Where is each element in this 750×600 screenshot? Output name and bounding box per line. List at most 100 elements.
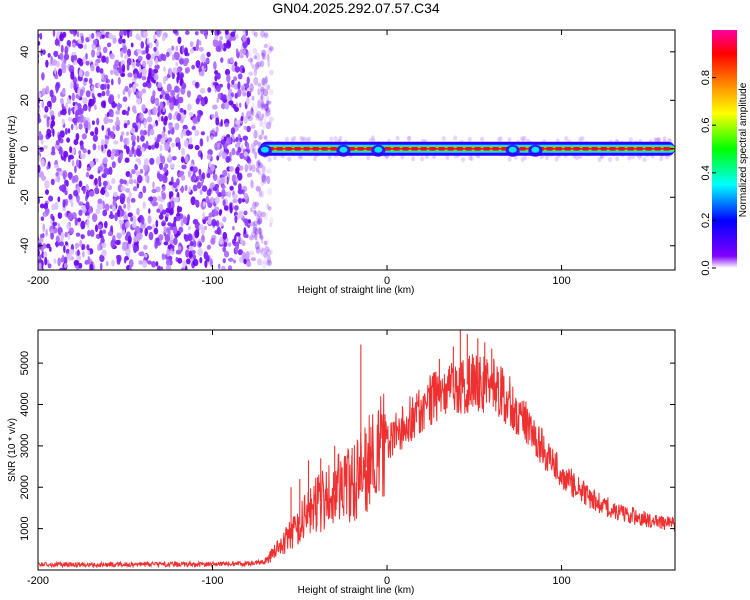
spectrogram-noise-cell [65,102,68,109]
spectrogram-noise-cell [40,48,43,57]
spectrogram-noise-cell [196,181,202,189]
spectrogram-noise-cell [125,171,131,177]
spectrogram-noise-cell [202,201,206,207]
spectrogram-x-tick-label: -200 [27,275,49,287]
spectrogram-noise-cell [123,215,129,220]
spectrogram-noise-cell [221,188,226,196]
spectrogram-halo-cell [468,155,473,161]
spectrogram-noise-cell [266,53,270,62]
colorbar-tick-label: 0.2 [700,213,712,228]
spectrogram-noise-cell [116,232,122,239]
spectrogram-noise-cell [256,110,262,118]
snr-y-tick-label: 4000 [19,392,31,416]
spectrogram-noise-cell [98,203,104,210]
spectrogram-noise-cell [194,229,200,239]
spectrogram-noise-cell [254,210,257,217]
spectrogram-noise-cell [259,189,262,198]
spectrogram-noise-cell [124,157,130,163]
spectrogram-noise-cell [131,215,137,224]
spectrogram-noise-cell [268,206,272,211]
spectrogram-noise-cell [177,257,183,264]
spectrogram-noise-cell [109,131,115,138]
spectrogram-noise-cell [140,112,144,121]
spectrogram-peak-cell [645,146,652,151]
spectrogram-noise-cell [234,61,238,67]
spectrogram-noise-cell [101,242,107,248]
spectrogram-noise-cell [172,67,178,74]
spectrogram-noise-cell [259,133,265,140]
spectrogram-noise-cell [243,151,249,157]
spectrogram-noise-cell [123,179,127,185]
spectrogram-noise-cell [175,188,178,193]
spectrogram-noise-cell [187,143,194,150]
spectrogram-noise-cell [172,182,178,189]
spectrogram-noise-cell [90,85,94,90]
spectrogram-noise-cell [104,221,108,229]
colorbar-ticks: 0.0 0.2 0.4 0.6 0.8 [700,70,716,276]
spectrogram-noise-cell [222,199,226,207]
spectrogram-noise-cell [215,117,220,126]
spectrogram-noise-cell [130,216,134,222]
spectrogram-halo-cell [523,155,528,161]
spectrogram-noise-cell [194,81,200,89]
spectrogram-x-tick-label: -100 [202,275,224,287]
spectrogram-noise-cell [127,72,133,78]
spectrogram-noise-cell [187,170,191,178]
spectrogram-halo-cell [395,135,400,141]
spectrogram-noise-cell [56,167,62,172]
spectrogram-noise-cell [169,102,175,111]
spectrogram-noise-cell [261,113,265,118]
spectrogram-noise-cell [184,67,191,73]
spectrogram-noise-cell [256,210,262,218]
spectrogram-noise-cell [97,224,103,230]
spectrogram-noise-cell [136,207,140,216]
spectrogram-noise-cell [208,212,213,218]
spectrogram-noise-cell [45,59,49,68]
spectrogram-noise-cell [258,134,263,140]
spectrogram-noise-cell [64,46,69,55]
spectrogram-noise-cell [148,67,153,76]
spectrogram-noise-cell [116,254,122,263]
spectrogram-noise-cell [255,238,259,244]
spectrogram-noise-cell [263,103,269,112]
spectrogram-noise-cell [146,225,153,230]
spectrogram-noise-cell [61,118,65,125]
spectrogram-noise-cell [140,41,145,49]
spectrogram-noise-cell [153,46,157,52]
spectrogram-noise-cell [153,73,159,81]
spectrogram-noise-cell [231,148,236,156]
spectrogram-noise-cell [152,123,157,128]
spectrogram-noise-cell [171,156,177,161]
spectrogram-noise-cell [266,175,271,185]
spectrogram-halo-cell [564,136,569,142]
spectrogram-noise-cell [63,53,70,61]
spectrogram-noise-cell [101,143,104,152]
spectrogram-noise-cell [80,220,86,230]
spectrogram-noise-cell [57,134,62,142]
spectrogram-noise-cell [265,100,269,107]
spectrogram-noise-cell [43,202,49,210]
spectrogram-noise-cell [104,134,110,140]
spectrogram-noise-cell [267,100,272,105]
spectrogram-noise-cell [209,197,215,204]
spectrogram-noise-cell [198,168,202,176]
spectrogram-noise-cell [176,205,180,214]
spectrogram-peak-cell [402,146,409,151]
spectrogram-halo-cell [520,156,525,162]
spectrogram-noise-cell [102,157,108,165]
spectrogram-noise-cell [78,201,84,206]
spectrogram-noise-cell [210,163,215,172]
spectrogram-noise-cell [175,45,178,52]
spectrogram-noise-cell [115,119,121,127]
spectrogram-noise-cell [136,49,142,54]
spectrogram-frame [37,29,676,271]
spectrogram-noise-cell [242,67,246,74]
spectrogram-noise-cell [250,124,256,129]
spectrogram-noise-cell [160,53,165,61]
spectrogram-band-bump-core [508,146,517,153]
spectrogram-noise-cell [206,51,211,58]
spectrogram-noise-cell [45,228,48,237]
spectrogram-noise-cell [237,188,243,195]
spectrogram-noise-cell [189,240,194,247]
spectrogram-noise-cell [130,134,136,142]
